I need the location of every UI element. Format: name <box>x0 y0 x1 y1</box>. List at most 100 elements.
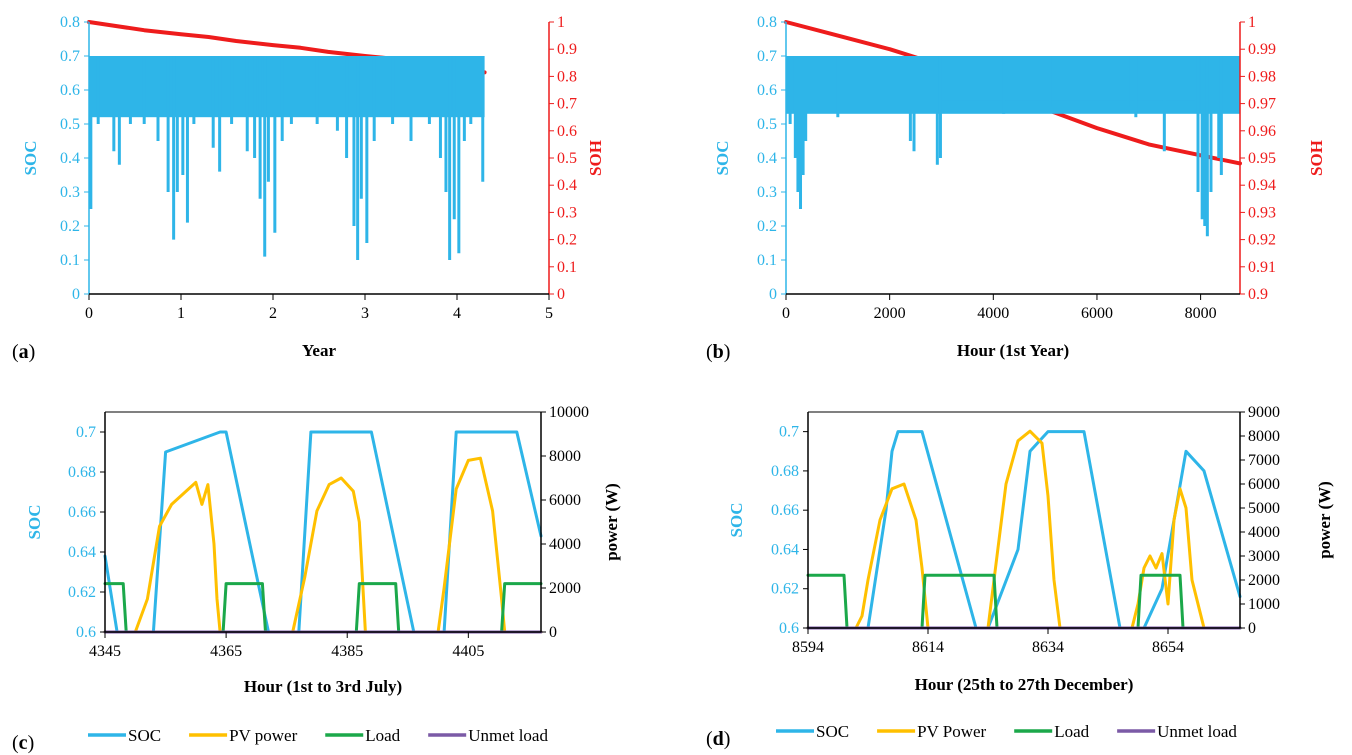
x-axis-label: Hour (25th to 27th December) <box>915 675 1134 694</box>
x-axis-label: Hour (1st to 3rd July) <box>244 677 402 696</box>
panel-label-letter: d <box>713 728 724 750</box>
legend-label: Unmet load <box>468 726 548 745</box>
panel-label-open: ( <box>706 341 713 363</box>
y-right-tick-label: 0.92 <box>1248 232 1276 249</box>
y-right-tick-label: 4000 <box>549 536 581 553</box>
y-right-tick-label: 8000 <box>1248 428 1280 445</box>
x-tick-label: 6000 <box>1081 305 1113 322</box>
y-right-tick-label: 0.96 <box>1248 123 1276 140</box>
panel-label-close: ) <box>29 341 36 363</box>
panel-label-letter: a <box>19 341 29 363</box>
y-left-tick-label: 0 <box>769 286 777 303</box>
legend-label: PV Power <box>917 722 986 741</box>
y-left-tick-label: 0.6 <box>76 624 96 641</box>
y-right-tick-label: 0.7 <box>557 96 577 113</box>
x-tick-label: 1 <box>177 305 185 322</box>
x-tick-label: 8614 <box>912 639 944 656</box>
x-tick-label: 8634 <box>1032 639 1064 656</box>
y-right-tick-label: 0.95 <box>1248 150 1276 167</box>
legend: SOC PV power Load Unmet load <box>88 726 548 745</box>
y-right-axis-label: power (W) <box>1315 481 1334 559</box>
y-right-tick-label: 8000 <box>549 448 581 465</box>
y-left-tick-label: 0.2 <box>60 218 80 235</box>
y-left-axis-label: SOC <box>21 141 40 176</box>
y-left-tick-label: 0.66 <box>771 502 799 519</box>
y-right-tick-label: 0 <box>557 286 565 303</box>
y-right-tick-label: 0.5 <box>557 150 577 167</box>
x-tick-label: 4385 <box>331 643 363 660</box>
y-right-tick-label: 3000 <box>1248 548 1280 565</box>
x-axis-label: Hour (1st Year) <box>957 341 1069 360</box>
legend: SOC PV Power Load Unmet load <box>776 722 1237 741</box>
y-left-tick-label: 0.8 <box>60 14 80 31</box>
y-right-axis-label: power (W) <box>602 483 621 561</box>
panel-label: (d) <box>706 728 730 750</box>
y-right-tick-label: 5000 <box>1248 500 1280 517</box>
panel-label: (c) <box>12 732 34 754</box>
y-left-tick-label: 0.8 <box>757 14 777 31</box>
y-right-tick-label: 2000 <box>549 580 581 597</box>
series-line-pv-power <box>806 429 1242 630</box>
panel-label-letter: b <box>713 341 724 363</box>
y-right-tick-label: 0.98 <box>1248 68 1276 85</box>
y-left-tick-label: 0.7 <box>779 424 799 441</box>
legend-label: Load <box>365 726 400 745</box>
x-tick-label: 4 <box>453 305 461 322</box>
y-left-axis-label: SOC <box>727 503 746 538</box>
legend-label: PV power <box>229 726 297 745</box>
y-right-tick-label: 0.6 <box>557 123 577 140</box>
y-left-tick-label: 0.5 <box>60 116 80 133</box>
series-line-load <box>806 573 1242 630</box>
panel-label: (a) <box>12 341 35 363</box>
y-left-tick-label: 0.68 <box>771 463 799 480</box>
y-left-tick-label: 0.1 <box>60 252 80 269</box>
y-right-tick-label: 0.99 <box>1248 41 1276 58</box>
y-right-tick-label: 6000 <box>549 492 581 509</box>
y-right-tick-label: 2000 <box>1248 572 1280 589</box>
panel-label-open: ( <box>706 728 713 750</box>
chart-panel-d: 8594 8614 8634 8654 0.6 0.62 0.64 0.66 0.68 0.7 0 1… <box>706 404 1334 750</box>
panel-label-open: ( <box>12 341 19 363</box>
y-right-tick-label: 0.91 <box>1248 259 1276 276</box>
panel-label-close: ) <box>724 341 731 363</box>
y-right-tick-label: 7000 <box>1248 452 1280 469</box>
legend-label: Load <box>1054 722 1089 741</box>
chart-panel-c: 4345 4365 4385 4405 0.6 0.62 0.64 0.66 0.68 0.7 0 2… <box>12 404 621 754</box>
series-line-soc <box>806 430 1242 630</box>
y-left-tick-label: 0.6 <box>60 82 80 99</box>
x-tick-label: 2 <box>269 305 277 322</box>
y-right-axis-label: SOH <box>586 140 605 176</box>
y-right-tick-label: 1 <box>1248 14 1256 31</box>
x-tick-label: 4365 <box>210 643 242 660</box>
y-right-tick-label: 0.2 <box>557 232 577 249</box>
x-tick-label: 4000 <box>977 305 1009 322</box>
y-right-tick-label: 1 <box>557 14 565 31</box>
y-left-axis-label: SOC <box>25 505 44 540</box>
chart-panel-b: 0 2000 4000 6000 8000 0 0.1 0.2 0.3 0.4 0.5 0.6 0.7 0… <box>706 14 1326 363</box>
y-left-tick-label: 0.7 <box>757 48 777 65</box>
x-tick-label: 8594 <box>792 639 824 656</box>
y-left-tick-label: 0.4 <box>60 150 80 167</box>
y-right-tick-label: 0 <box>549 624 557 641</box>
y-left-tick-label: 0.4 <box>757 150 777 167</box>
panel-label-close: ) <box>724 728 731 750</box>
chart-panel-a: 0 1 2 3 4 500.10.20.30.40.50.60.70.800.10.20.… <box>12 14 605 363</box>
series-line-load <box>103 582 543 634</box>
panel-label-open: ( <box>12 732 19 754</box>
y-left-tick-label: 0.1 <box>757 252 777 269</box>
y-left-tick-label: 0.5 <box>757 116 777 133</box>
legend-label: SOC <box>816 722 849 741</box>
y-left-tick-label: 0.68 <box>68 464 96 481</box>
y-left-tick-label: 0.3 <box>757 184 777 201</box>
y-left-tick-label: 0.66 <box>68 504 96 521</box>
y-right-tick-label: 9000 <box>1248 404 1280 421</box>
series-line-soc <box>103 430 543 634</box>
series-line-pv-power <box>103 456 543 634</box>
y-right-tick-label: 6000 <box>1248 476 1280 493</box>
y-left-tick-label: 0.3 <box>60 184 80 201</box>
y-left-tick-label: 0.7 <box>60 48 80 65</box>
legend-label: Unmet load <box>1157 722 1237 741</box>
panel-label-close: ) <box>28 732 35 754</box>
y-left-tick-label: 0.64 <box>771 541 799 558</box>
